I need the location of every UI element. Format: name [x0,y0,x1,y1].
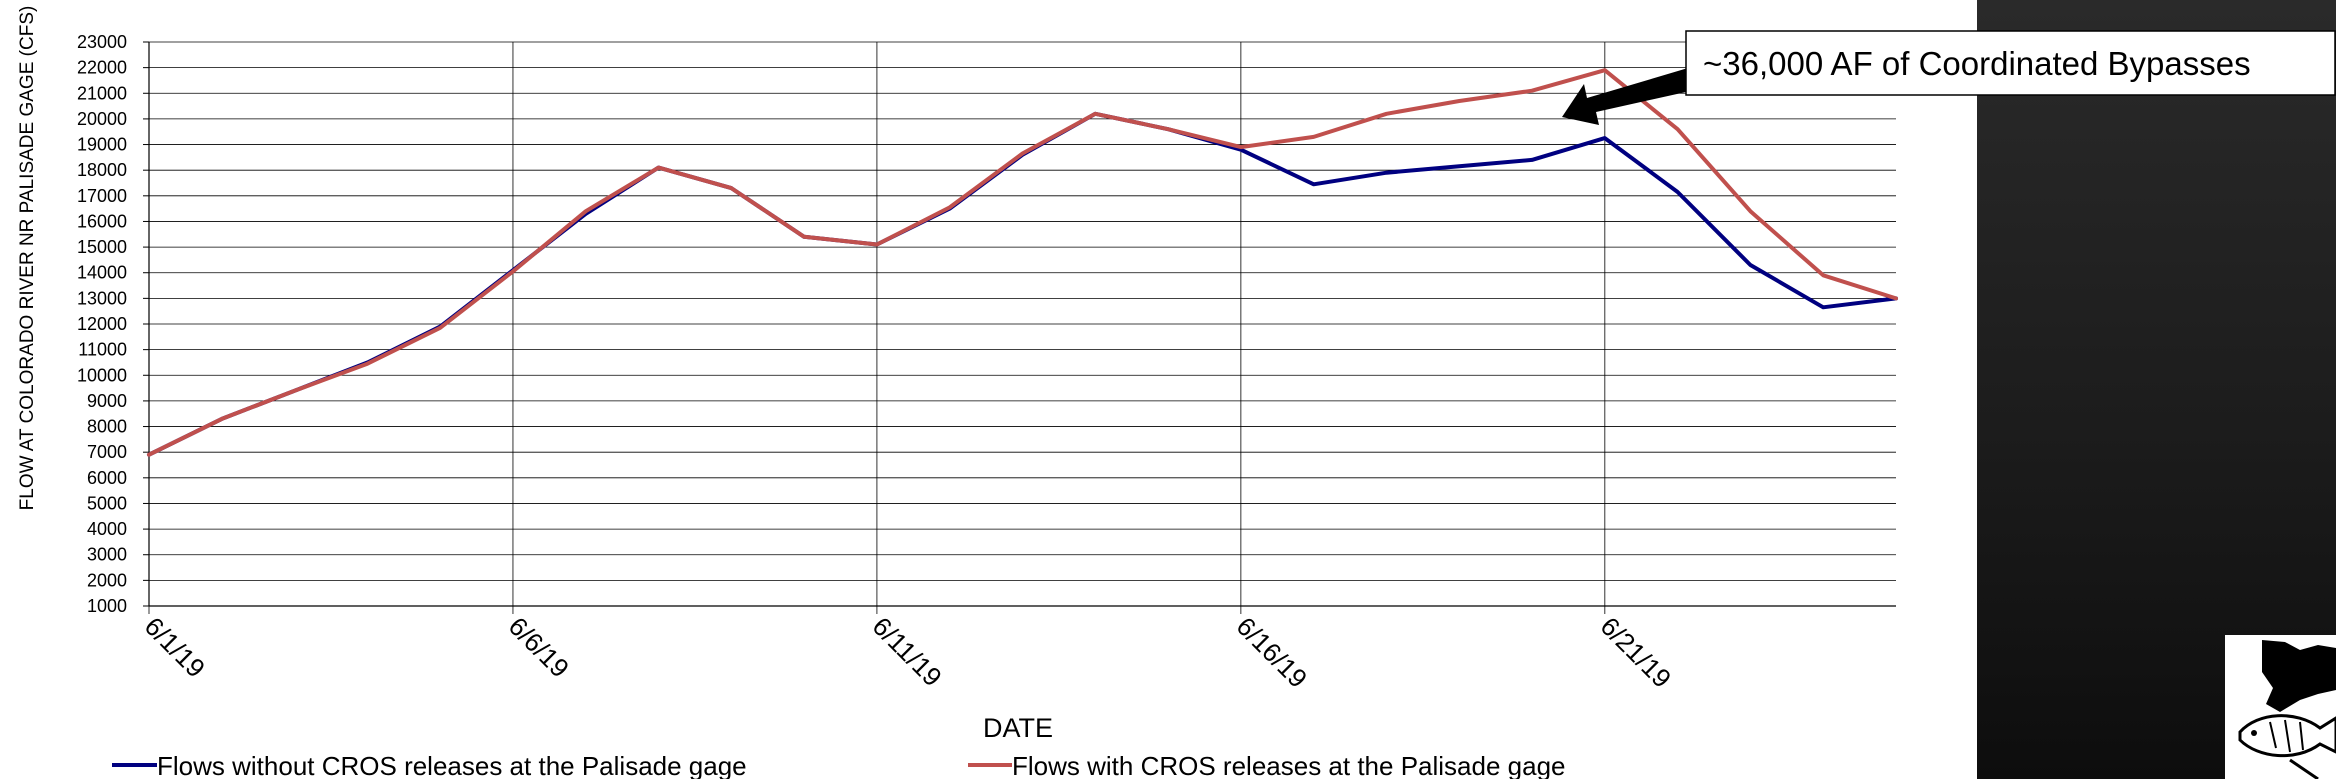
y-tick-label: 11000 [78,340,127,360]
y-tick-label: 1000 [87,596,127,616]
y-tick-label: 14000 [77,263,127,283]
series-line-without-cros [147,111,1898,457]
y-tick-label: 22000 [77,58,127,78]
y-tick-label: 20000 [77,109,127,129]
y-tick-label: 7000 [87,442,127,462]
x-tick-label: 6/6/19 [503,611,575,683]
callout: ~36,000 AF of Coordinated Bypasses [1562,30,2336,125]
y-tick-label: 19000 [77,135,127,155]
y-tick-label: 3000 [87,545,127,565]
y-tick-label: 18000 [77,160,127,180]
y-axis-title: FLOW AT COLORADO RIVER NR PALISADE GAGE … [17,6,38,511]
x-tick-labels: 6/1/19 6/6/19 6/11/19 6/16/19 6/21/19 [139,611,1677,694]
y-tick-label: 10000 [77,365,127,385]
grid-layer [143,41,1896,614]
fish-logo-icon [2225,635,2336,779]
callout-arrow-icon [1562,68,1695,125]
series-line-with-cros [147,68,1898,457]
y-tick-label: 23000 [77,32,127,52]
y-tick-label: 9000 [87,391,127,411]
series-layer [147,68,1898,457]
y-tick-label: 4000 [87,519,127,539]
y-tick-label: 15000 [77,237,127,257]
y-tick-label: 6000 [87,468,127,488]
x-tick-label: 6/21/19 [1595,611,1678,694]
legend-label-with-cros: Flows with CROS releases at the Palisade… [1012,751,1566,779]
legend-label-without-cros: Flows without CROS releases at the Palis… [157,751,747,779]
y-tick-label: 13000 [77,288,127,308]
x-axis-title: DATE [983,713,1053,743]
y-tick-labels: 1000 2000 3000 4000 5000 6000 7000 8000 9000 1000… [77,32,127,616]
y-tick-label: 5000 [87,493,127,513]
y-tick-label: 17000 [77,186,127,206]
x-tick-label: 6/11/19 [867,611,948,692]
y-tick-label: 16000 [77,211,127,231]
x-tick-label: 6/16/19 [1231,611,1314,694]
y-tick-label: 8000 [87,417,127,437]
y-tick-label: 12000 [77,314,127,334]
callout-box [1685,30,2336,96]
y-tick-label: 21000 [77,83,127,103]
x-tick-label: 6/1/19 [139,611,211,683]
legend: Flows without CROS releases at the Palis… [112,751,1566,779]
callout-text: ~36,000 AF of Coordinated Bypasses [1703,45,2251,82]
y-tick-label: 2000 [87,570,127,590]
